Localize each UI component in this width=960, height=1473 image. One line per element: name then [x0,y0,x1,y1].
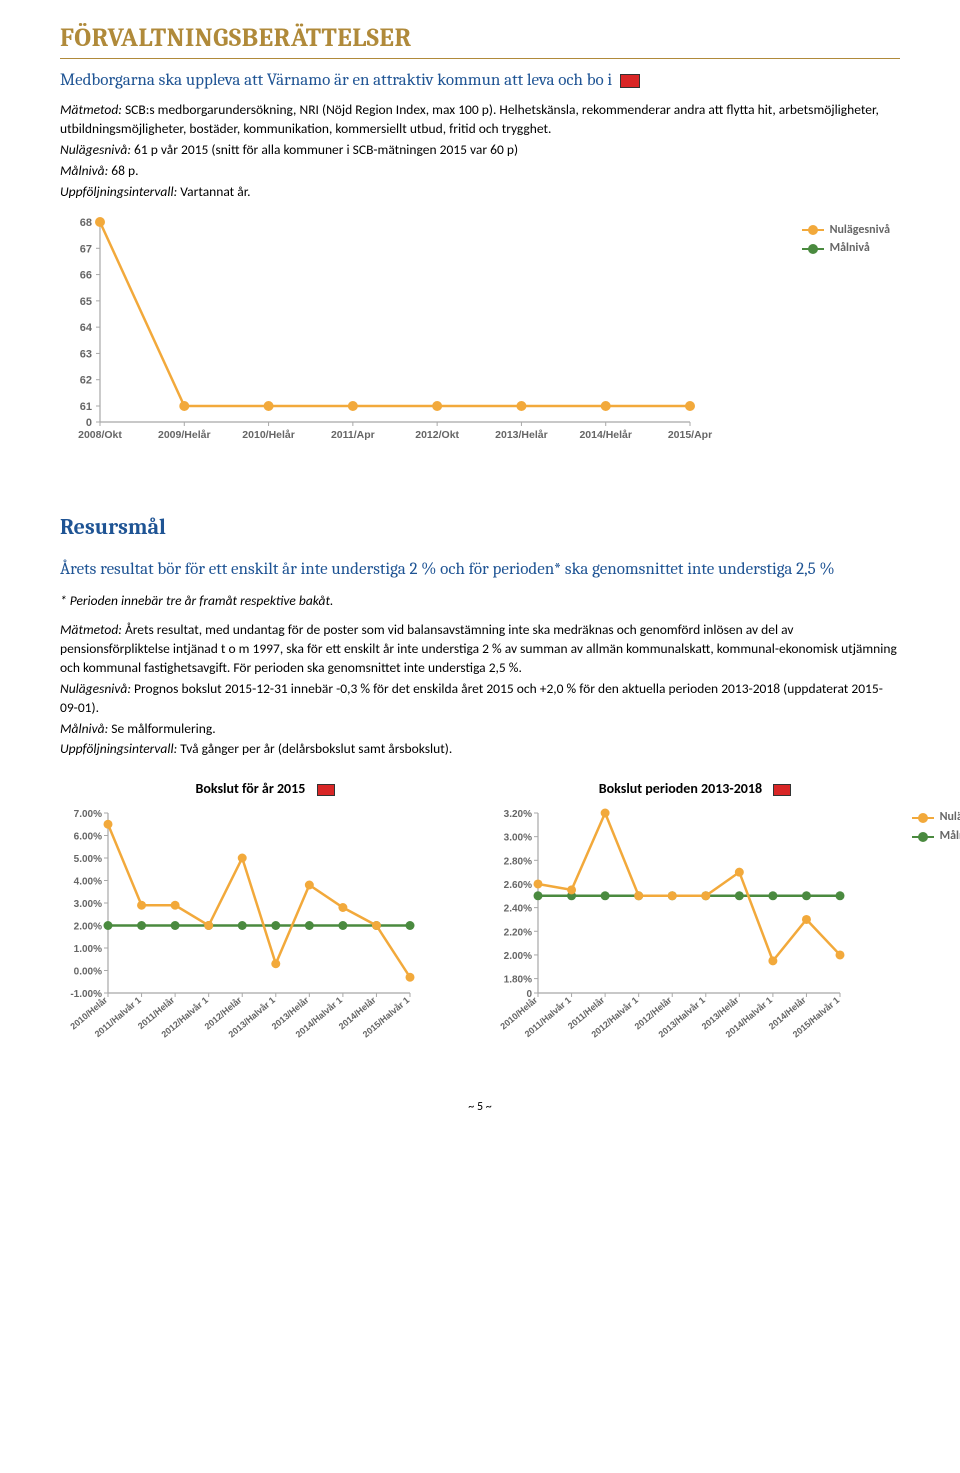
svg-text:3.00%: 3.00% [74,899,102,910]
matmetod-2-value: Årets resultat, med undantag för de post… [60,621,897,676]
malniva-2-label: Målnivå: [60,720,108,737]
svg-text:2.40%: 2.40% [504,904,532,915]
svg-text:62: 62 [80,374,92,386]
svg-text:2009/Helår: 2009/Helår [158,429,211,441]
intervall-1-label: Uppföljningsintervall: [60,183,177,200]
chart-bokslut-period-svg: 01.80%2.00%2.20%2.40%2.60%2.80%3.00%3.20… [490,803,850,1063]
legend-malniva-label: Målnivå [830,240,870,257]
status-box-red-3 [773,784,791,796]
legend-nulages: Nulägesnivå [802,222,890,239]
svg-text:2010/Helår: 2010/Helår [242,429,295,441]
chart-nri-svg: 0 61 62 63 64 65 66 67 68 2008/Okt 2009/Helår 2010/… [60,212,820,472]
chart-bokslut-period-col: Bokslut perioden 2013-2018 01.80%2.00%2.… [490,779,900,1068]
bottom-charts-row: Bokslut för år 2015 -1.00%0.00%1.00%2.00… [60,779,900,1068]
legend-malniva-3-label: Målnivå [940,828,960,845]
legend-marker-green-3 [912,832,934,842]
svg-text:1.00%: 1.00% [74,944,102,955]
svg-text:0: 0 [86,417,92,429]
svg-text:2008/Okt: 2008/Okt [78,429,122,441]
svg-text:2.80%: 2.80% [504,856,532,867]
chart2-title: Bokslut för år 2015 [60,779,470,799]
svg-text:2.60%: 2.60% [504,880,532,891]
nulagesniva-2-label: Nulägesnivå: [60,680,131,697]
nulagesniva-2: Nulägesnivå: Prognos bokslut 2015-12-31 … [60,680,900,718]
resursmal-heading: Resursmål [60,512,900,543]
intervall-2-label: Uppföljningsintervall: [60,740,177,757]
legend-marker-green [802,244,824,254]
svg-text:2.00%: 2.00% [74,921,102,932]
nulagesniva-2-value: Prognos bokslut 2015-12-31 innebär -0,3 … [60,680,883,716]
malniva-1-value: 68 p. [111,162,138,179]
svg-text:2012/Okt: 2012/Okt [415,429,459,441]
chart-nri: 0 61 62 63 64 65 66 67 68 2008/Okt 2009/Helår 2010/… [60,212,900,472]
legend-malniva: Målnivå [802,240,890,257]
intervall-2-value: Två gånger per år (delårsbokslut samt år… [180,740,452,757]
chart-nri-legend: Nulägesnivå Målnivå [802,222,890,260]
svg-text:66: 66 [80,269,92,281]
intervall-1: Uppföljningsintervall: Vartannat år. [60,183,900,202]
matmetod-2: Mätmetod: Årets resultat, med undantag f… [60,621,900,678]
svg-text:5.00%: 5.00% [74,854,102,865]
legend-nulages-3-label: Nulägesnivå [940,809,960,826]
svg-text:7.00%: 7.00% [74,809,102,820]
page-number: ~ 5 ~ [60,1099,900,1116]
status-box-red [620,74,640,88]
svg-text:2.20%: 2.20% [504,927,532,938]
svg-text:0.00%: 0.00% [74,966,102,977]
legend-malniva-3: Målnivå [912,828,960,845]
svg-text:1.80%: 1.80% [504,975,532,986]
svg-text:65: 65 [80,295,92,307]
chart3-legend: Nulägesnivå Målnivå [912,809,960,847]
nulagesniva-1-label: Nulägesnivå: [60,141,131,158]
period-footnote: * Perioden innebär tre år framåt respekt… [60,592,900,611]
malniva-1-label: Målnivå: [60,162,108,179]
matmetod-1: Mätmetod: SCB:s medborgarundersökning, N… [60,101,900,139]
svg-text:2.00%: 2.00% [504,951,532,962]
svg-text:2011/Apr: 2011/Apr [331,429,375,441]
svg-text:2013/Helår: 2013/Helår [495,429,548,441]
svg-text:4.00%: 4.00% [74,876,102,887]
nulagesniva-1-value: 61 p vår 2015 (snitt för alla kommuner i… [134,141,518,158]
chart2-title-text: Bokslut för år 2015 [195,780,305,797]
svg-text:67: 67 [80,243,92,255]
svg-text:61: 61 [80,401,92,413]
svg-text:3.00%: 3.00% [504,833,532,844]
chart-bokslut-2015-svg: -1.00%0.00%1.00%2.00%3.00%4.00%5.00%6.00… [60,803,420,1063]
nulagesniva-1: Nulägesnivå: 61 p vår 2015 (snitt för al… [60,141,900,160]
subheading-2-text: Årets resultat bör för ett enskilt år in… [60,560,835,579]
malniva-2-value: Se målformulering. [111,720,215,737]
title-divider [60,58,900,59]
legend-nulages-3: Nulägesnivå [912,809,960,826]
svg-text:64: 64 [80,322,93,334]
legend-marker-orange [802,225,824,235]
chart-bokslut-2015-col: Bokslut för år 2015 -1.00%0.00%1.00%2.00… [60,779,470,1068]
legend-nulages-label: Nulägesnivå [830,222,890,239]
matmetod-2-label: Mätmetod: [60,621,122,638]
chart3-title: Bokslut perioden 2013-2018 [490,779,900,799]
svg-text:68: 68 [80,217,92,229]
subheading-2: Årets resultat bör för ett enskilt år in… [60,558,900,582]
subheading-1-text: Medborgarna ska uppleva att Värnamo är e… [60,69,612,93]
chart3-title-text: Bokslut perioden 2013-2018 [599,780,762,797]
matmetod-1-value: SCB:s medborgarundersökning, NRI (Nöjd R… [60,101,879,137]
legend-marker-orange-3 [912,813,934,823]
status-box-red-2 [317,784,335,796]
intervall-2: Uppföljningsintervall: Två gånger per år… [60,740,900,759]
intervall-1-value: Vartannat år. [180,183,250,200]
page-title: FÖRVALTNINGSBERÄTTELSER [60,20,900,56]
svg-text:63: 63 [80,348,92,360]
matmetod-1-label: Mätmetod: [60,101,122,118]
malniva-1: Målnivå: 68 p. [60,162,900,181]
svg-text:6.00%: 6.00% [74,831,102,842]
svg-text:2015/Apr: 2015/Apr [668,429,712,441]
svg-text:3.20%: 3.20% [504,809,532,820]
subheading-1: Medborgarna ska uppleva att Värnamo är e… [60,69,900,93]
svg-text:2014/Helår: 2014/Helår [579,429,632,441]
malniva-2: Målnivå: Se målformulering. [60,720,900,739]
